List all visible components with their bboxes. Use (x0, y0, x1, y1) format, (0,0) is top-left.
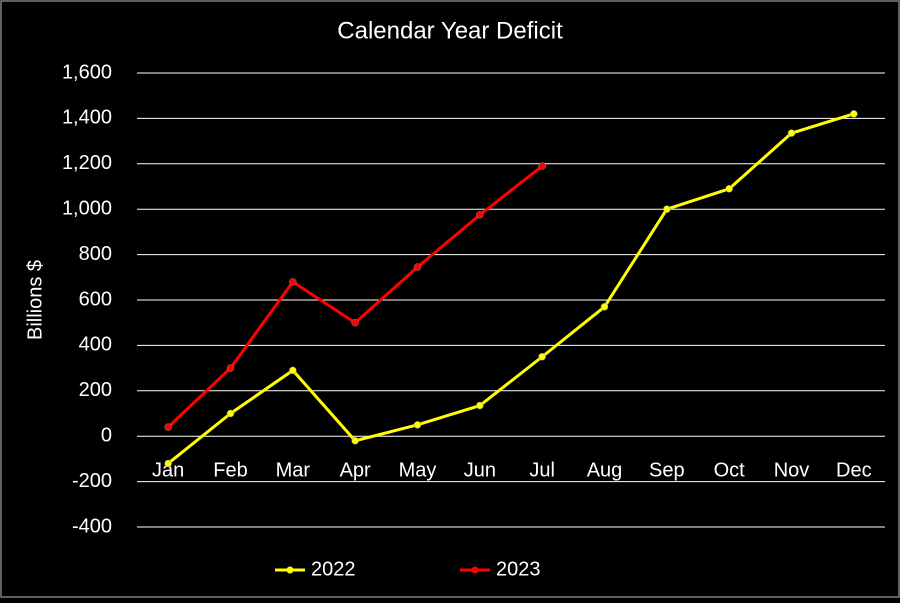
point-marker (351, 318, 359, 327)
x-tick-label: Oct (714, 459, 746, 481)
y-axis-title: Billions $ (24, 260, 46, 340)
point-marker (725, 185, 733, 193)
point-marker (600, 303, 609, 311)
x-tick-label: Jun (464, 459, 496, 481)
y-tick-label: 800 (79, 243, 112, 265)
x-tick-label: Aug (587, 459, 623, 481)
legend-marker (471, 566, 479, 574)
y-tick-label: 1,000 (62, 197, 112, 219)
y-tick-label: 1,200 (62, 152, 112, 174)
y-tick-label: 0 (101, 424, 112, 446)
point-marker (663, 205, 671, 213)
y-tick-label: -400 (72, 515, 112, 537)
y-tick-label: 600 (79, 288, 112, 310)
point-marker (164, 459, 172, 468)
point-marker (413, 263, 422, 271)
y-tick-label: 1,600 (62, 61, 112, 83)
x-tick-label: Sep (649, 459, 685, 481)
x-tick-label: Apr (340, 459, 371, 481)
point-marker (226, 409, 235, 418)
y-tick-label: 400 (79, 334, 112, 356)
point-marker (289, 366, 297, 375)
point-marker (787, 129, 796, 137)
point-marker (226, 364, 235, 372)
x-tick-label: Dec (836, 459, 872, 481)
x-tick-label: Feb (213, 459, 247, 481)
x-tick-label: Jan (152, 459, 184, 481)
legend-label: 2022 (311, 558, 356, 580)
y-tick-label: -200 (72, 470, 112, 492)
chart-title: Calendar Year Deficit (337, 17, 563, 44)
x-tick-label: Mar (276, 459, 311, 481)
point-marker (538, 162, 546, 170)
legend-label: 2023 (496, 558, 541, 580)
x-tick-label: Nov (774, 459, 810, 481)
point-marker (476, 211, 484, 219)
x-tick-label: May (399, 459, 437, 481)
x-tick-label: Jul (529, 459, 555, 481)
point-marker (476, 401, 484, 410)
point-marker (538, 353, 546, 361)
point-marker (850, 110, 858, 118)
point-marker (289, 278, 297, 286)
point-marker (164, 423, 172, 431)
y-tick-label: 1,400 (62, 107, 112, 129)
point-marker (351, 436, 359, 445)
series-line (167, 112, 855, 465)
point-marker (413, 421, 422, 429)
legend-marker (286, 566, 294, 574)
y-tick-label: 200 (79, 379, 112, 401)
